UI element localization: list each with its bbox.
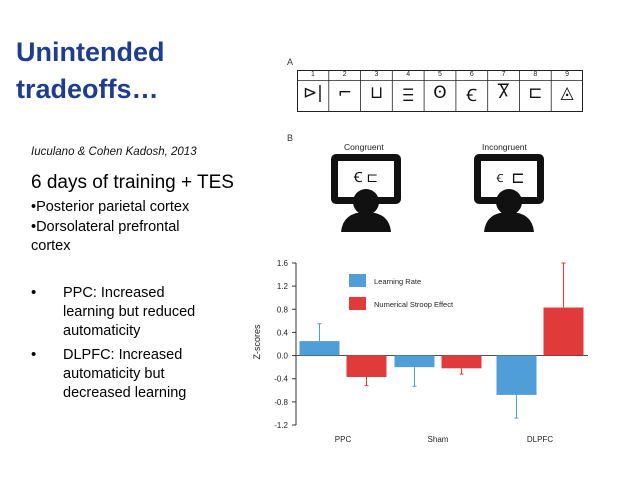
- congruent-person-body: [341, 212, 391, 232]
- symbol-number: 6: [469, 71, 474, 78]
- x-tick-label: PPC: [335, 435, 352, 444]
- incongruent-label: Incongruent: [482, 142, 527, 152]
- symbol-number: 8: [533, 71, 538, 78]
- finding-2-line-3: decreased learning: [63, 385, 187, 401]
- y-tick-label: 0.4: [277, 328, 289, 337]
- incongruent-person-head: [496, 189, 522, 215]
- bullet-ppc: •Posterior parietal cortex: [31, 199, 190, 215]
- subtitle: 6 days of training + TES: [31, 172, 234, 193]
- title-line-1: Unintended: [16, 37, 165, 67]
- finding-2-marker: •: [31, 346, 37, 363]
- symbol-glyph: Ⲷ: [402, 86, 414, 106]
- bar-ppc-learning-rate: [299, 341, 340, 356]
- x-tick-label: DLPFC: [527, 435, 553, 444]
- symbol-number: 2: [342, 71, 347, 78]
- symbol-glyph: Ꞓ: [466, 86, 478, 106]
- bullet-dlpfc-line-2: cortex: [31, 238, 71, 254]
- symbol-number: 9: [565, 71, 570, 78]
- symbol-number: 5: [438, 71, 442, 78]
- incongruent-figure: Ꞓ ⊏: [474, 154, 544, 232]
- incongruent-person-body: [484, 212, 534, 232]
- finding-2-line-2: automaticity but: [63, 366, 165, 382]
- incongruent-symbol-small: Ꞓ: [496, 173, 504, 185]
- finding-1-marker: •: [31, 284, 37, 301]
- congruent-label: Congruent: [344, 142, 384, 152]
- incongruent-symbol-large: ⊏: [511, 170, 524, 187]
- bar-ppc-stroop-effect: [346, 355, 387, 377]
- bar-dlpfc-stroop-effect: [543, 307, 584, 356]
- symbol-number: 3: [374, 71, 379, 78]
- finding-1: PPC: Increased learning but reduced auto…: [63, 284, 233, 341]
- symbol-number: 4: [406, 71, 411, 78]
- symbol-glyph: ⊳|: [302, 83, 323, 103]
- symbol-table-grid: [297, 70, 583, 112]
- y-tick-label: -0.4: [274, 375, 288, 384]
- symbol-table: 1 ⊳| 2 ⌐ 3 ⊔ 4 Ⲷ 5 ʘ 6 Ꞓ 7 Ⴟ 8 ⊏ 9 ◬: [297, 70, 583, 112]
- symbol-glyph: ⊔: [369, 83, 384, 103]
- symbol-glyph: Ⴟ: [497, 83, 510, 103]
- slide-title: Unintended tradeoffs…: [16, 34, 246, 108]
- congruent-person-head: [353, 189, 379, 215]
- finding-1-line-3: automaticity: [63, 323, 141, 339]
- finding-1-line-2: learning but reduced: [63, 304, 196, 320]
- y-tick-label: 1.2: [277, 282, 289, 291]
- bar-chart: 1.6 1.2 0.8 0.4 0.0 -0.4 -0.8 -1.2 PPC Sham DLPFC…: [252, 259, 588, 444]
- symbol-glyph: ⌐: [337, 83, 352, 103]
- bar-sham-learning-rate: [394, 355, 435, 368]
- finding-1-line-1: PPC: Increased: [63, 285, 165, 301]
- x-tick-label: Sham: [428, 435, 449, 444]
- congruent-figure: Ꞓ ⊏: [331, 154, 401, 232]
- bullet-dlpfc-line-1: •Dorsolateral prefrontal: [31, 219, 180, 235]
- legend-label: Learning Rate: [374, 277, 421, 286]
- title-line-2: tradeoffs…: [16, 74, 159, 104]
- symbol-glyph: ʘ: [433, 83, 447, 103]
- legend-label: Numerical Stroop Effect: [374, 300, 454, 309]
- legend-swatch: [349, 297, 366, 310]
- y-tick-label: -0.8: [274, 398, 288, 407]
- symbol-glyph: ◬: [560, 83, 574, 103]
- finding-2-line-1: DLPFC: Increased: [63, 347, 183, 363]
- bar-dlpfc-learning-rate: [496, 355, 537, 395]
- y-tick-label: -1.2: [274, 421, 288, 430]
- finding-2: DLPFC: Increased automaticity but decrea…: [63, 346, 233, 403]
- y-axis-label: Z-scores: [252, 324, 262, 360]
- legend-swatch: [349, 274, 366, 287]
- symbol-number: 7: [501, 71, 506, 78]
- bar-sham-stroop-effect: [441, 355, 482, 369]
- symbol-number: 1: [310, 71, 315, 78]
- congruent-symbols: Ꞓ ⊏: [353, 169, 378, 185]
- y-tick-label: 0.8: [277, 305, 289, 314]
- y-tick-label: 0.0: [277, 352, 289, 361]
- citation: Iuculano & Cohen Kadosh, 2013: [31, 146, 197, 158]
- panel-a-label: A: [287, 57, 294, 67]
- panel-b-label: B: [287, 133, 294, 143]
- symbol-glyph: ⊏: [528, 83, 543, 103]
- y-tick-label: 1.6: [277, 259, 289, 268]
